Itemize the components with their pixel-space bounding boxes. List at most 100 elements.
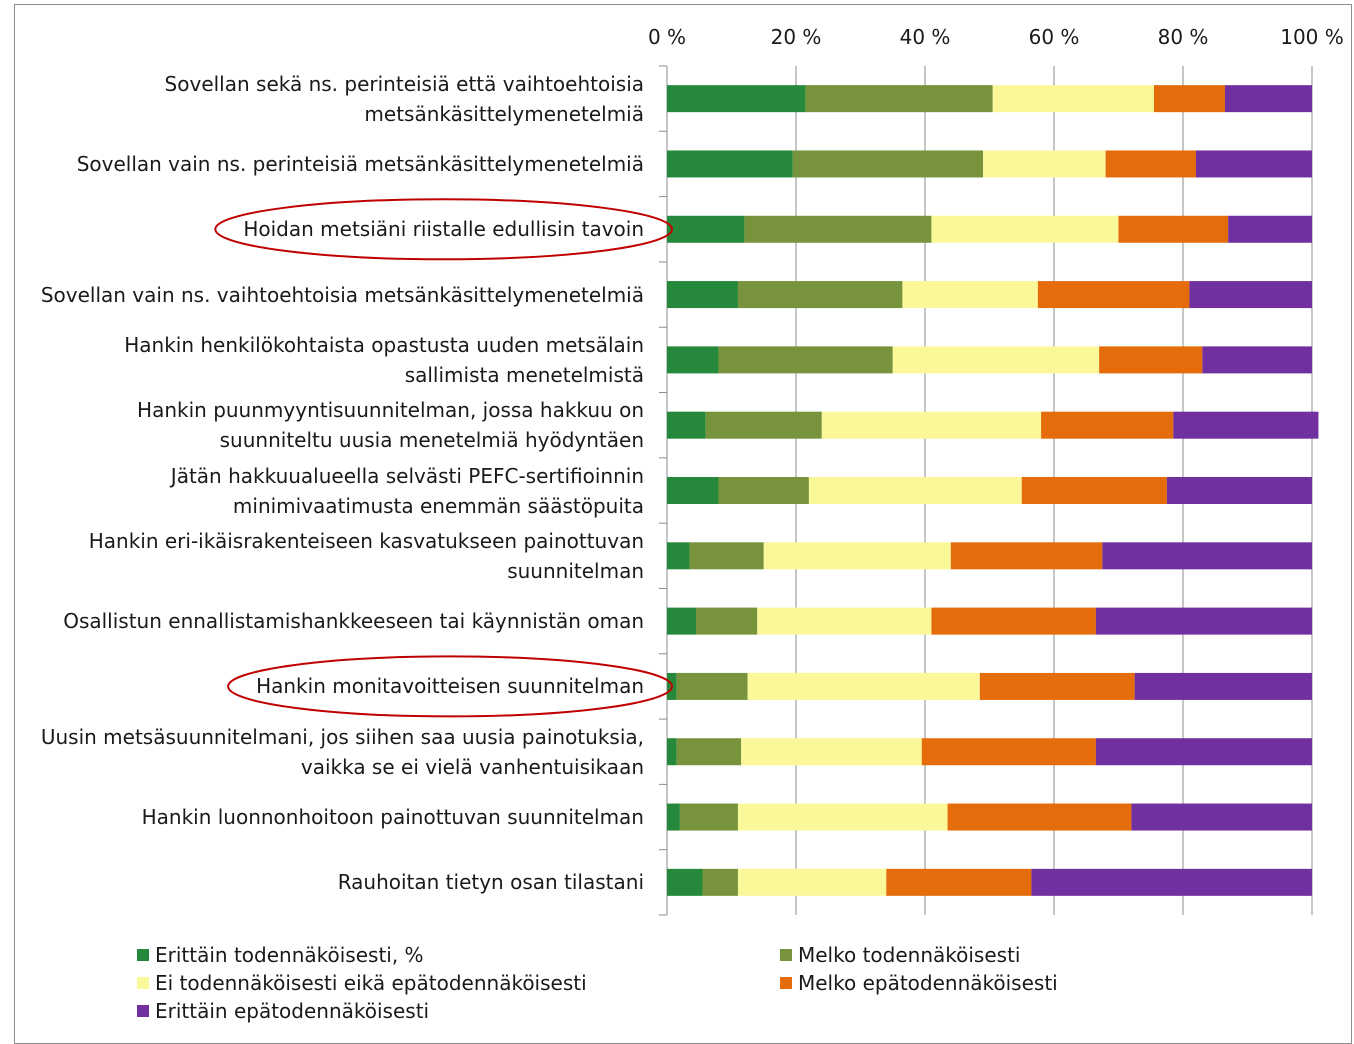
highlight-ellipse <box>227 655 673 718</box>
bar-segment <box>931 607 1096 635</box>
x-tick-label: 20 % <box>771 25 822 49</box>
bar-segment <box>689 542 764 570</box>
x-tick-label: 100 % <box>1280 25 1344 49</box>
bar-segment <box>718 346 893 374</box>
category-label: Sovellan sekä ns. perinteisiä että vaiht… <box>164 71 644 126</box>
bar-segment <box>737 868 887 896</box>
bar-segment <box>667 738 677 766</box>
legend-swatch <box>137 1005 149 1017</box>
bar-segment <box>1037 281 1190 309</box>
legend-swatch <box>780 977 792 989</box>
bar-segment <box>950 542 1103 570</box>
x-tick-label: 60 % <box>1029 25 1080 49</box>
bar-segment <box>979 672 1135 700</box>
highlight-ellipse <box>214 198 673 261</box>
x-tick-label: 0 % <box>648 25 686 49</box>
x-tick-label: 80 % <box>1158 25 1209 49</box>
bar-segment <box>741 738 922 766</box>
bar-segment <box>737 803 948 831</box>
bar-segment <box>792 150 984 178</box>
bar-segment <box>1195 150 1312 178</box>
category-label: Hankin eri-ikäisrakenteiseen kasvatuksee… <box>88 528 644 583</box>
legend-swatch <box>137 977 149 989</box>
bar-segment <box>705 411 822 439</box>
bar-segment <box>1224 85 1312 113</box>
bar-segment <box>1118 215 1229 243</box>
legend-item: Ei todennäköisesti eikä epätodennäköises… <box>137 969 587 997</box>
category-label: Osallistun ennallistamishankkeeseen tai … <box>63 609 644 634</box>
legend-swatch <box>137 949 149 961</box>
bar-segment <box>744 215 932 243</box>
bar-segment <box>1173 411 1319 439</box>
bar-segment <box>747 672 980 700</box>
legend-label: Ei todennäköisesti eikä epätodennäköises… <box>155 971 587 995</box>
bar-segment <box>1021 477 1167 504</box>
bar-segment <box>1202 346 1312 374</box>
bar-segment <box>667 542 690 570</box>
bar-segment <box>667 868 703 896</box>
bar-segment <box>1102 542 1312 570</box>
bar-segment <box>992 85 1154 113</box>
bar-segment <box>667 803 680 831</box>
legend-label: Melko epätodennäköisesti <box>798 971 1058 995</box>
bar-segment <box>718 477 809 504</box>
bar-segment <box>1031 868 1312 896</box>
bar-segment <box>808 477 1022 504</box>
bar-segment <box>821 411 1042 439</box>
category-label: Sovellan vain ns. perinteisiä metsänkäsi… <box>76 151 644 176</box>
bar-segment <box>1189 281 1312 309</box>
bar-segment <box>947 803 1132 831</box>
bar-segment <box>1131 803 1312 831</box>
category-label: Hankin henkilökohtaista opastusta uuden … <box>124 332 644 387</box>
legend-item: Melko epätodennäköisesti <box>780 969 1058 997</box>
legend-swatch <box>780 949 792 961</box>
bar-segment <box>667 215 745 243</box>
bar-segment <box>1099 346 1203 374</box>
bar-segment <box>737 281 903 309</box>
bar-segment <box>805 85 993 113</box>
bar-segment <box>763 542 951 570</box>
bar-segment <box>902 281 1038 309</box>
bar-segment <box>696 607 758 635</box>
category-label: Sovellan vain ns. vaihtoehtoisia metsänk… <box>40 282 644 307</box>
bar-segment <box>1134 672 1312 700</box>
bar-segment <box>667 281 738 309</box>
category-label: Jätän hakkuualueella selvästi PEFC-serti… <box>170 463 644 518</box>
bar-segment <box>1095 738 1312 766</box>
bar-segment <box>983 150 1106 178</box>
x-tick-label: 40 % <box>900 25 951 49</box>
bar-segment <box>1166 477 1312 504</box>
bar-segment <box>676 738 742 766</box>
legend-label: Erittäin epätodennäköisesti <box>155 999 430 1023</box>
bar-segment <box>1105 150 1196 178</box>
legend-item: Melko todennäköisesti <box>780 941 1020 969</box>
bar-segment <box>886 868 1032 896</box>
bar-segment <box>667 477 719 504</box>
bar-segment <box>1095 607 1312 635</box>
bar-segment <box>1228 215 1312 243</box>
legend-item: Erittäin epätodennäköisesti <box>137 997 429 1025</box>
category-label: Rauhoitan tietyn osan tilastani <box>337 870 644 895</box>
bar-segment <box>679 803 738 831</box>
category-label: Hoidan metsiäni riistalle edullisin tavo… <box>243 217 644 242</box>
bar-segment <box>892 346 1100 374</box>
bar-segment <box>757 607 932 635</box>
bar-segment <box>667 346 719 374</box>
bar-segment <box>667 150 793 178</box>
bar-segment <box>676 672 748 700</box>
category-label: Hankin luonnonhoitoon painottuvan suunni… <box>141 805 644 830</box>
bar-segment <box>667 607 697 635</box>
bar-segment <box>702 868 738 896</box>
bar-segment <box>667 411 706 439</box>
bar-segment <box>1153 85 1225 113</box>
category-label: Uusin metsäsuunnitelmani, jos siihen saa… <box>40 724 644 779</box>
legend-item: Erittäin todennäköisesti, % <box>137 941 424 969</box>
bar-segment <box>931 215 1119 243</box>
bar-segment <box>921 738 1096 766</box>
category-label: Hankin monitavoitteisen suunnitelman <box>256 674 644 699</box>
bar-segment <box>1041 411 1174 439</box>
category-label: Hankin puunmyyntisuunnitelman, jossa hak… <box>137 398 644 453</box>
bar-segment <box>667 85 806 113</box>
legend-label: Erittäin todennäköisesti, % <box>155 943 424 967</box>
